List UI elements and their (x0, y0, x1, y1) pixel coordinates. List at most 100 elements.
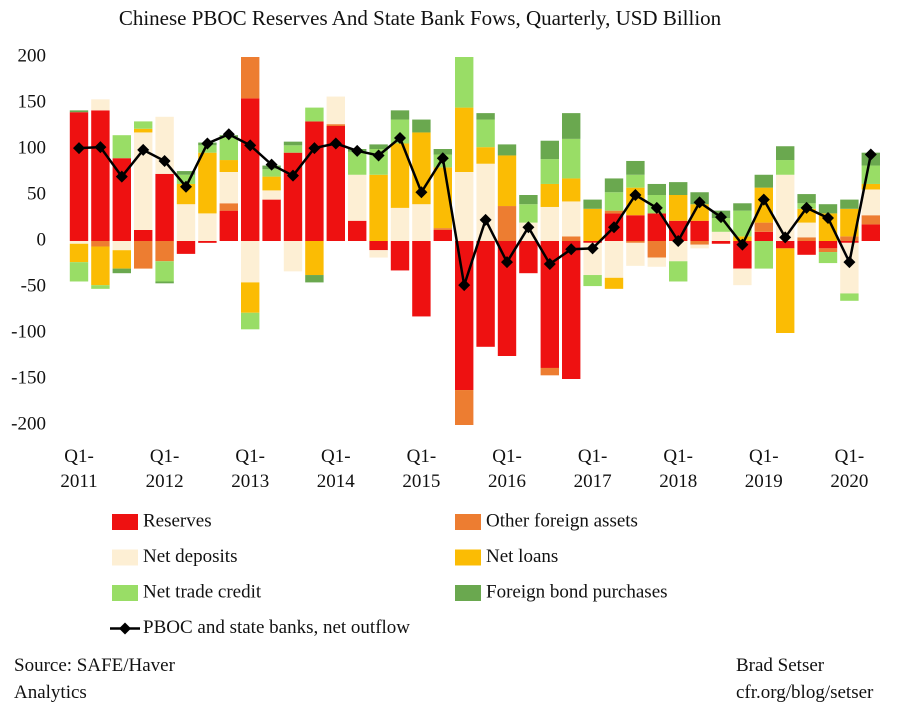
bar-segment (497, 241, 517, 356)
bar-segment (69, 110, 89, 113)
line-marker (736, 238, 749, 251)
bar-segment (540, 241, 559, 368)
bar-segment (69, 262, 89, 282)
bar-segment (583, 275, 602, 287)
legend-label: Net loans (486, 546, 558, 567)
line-marker (458, 279, 471, 292)
line-marker (137, 143, 150, 156)
bar-segment (669, 195, 688, 221)
bar-segment (583, 208, 602, 241)
bar-segment (390, 110, 410, 120)
y-tick-label: 100 (18, 137, 47, 158)
bar-segment (412, 119, 431, 133)
bar-segment (219, 203, 238, 211)
bar-segment (562, 241, 581, 379)
line-marker (800, 201, 813, 214)
bar-segment (690, 241, 709, 245)
bar-segment (840, 199, 859, 209)
bar-segment (412, 241, 431, 317)
x-tick-label: Q1-2012 (146, 446, 184, 492)
bar-segment (519, 204, 538, 223)
bar-segment (540, 140, 559, 160)
bar-segment (626, 241, 645, 243)
bar-segment (818, 252, 838, 264)
bar-segment (562, 138, 581, 179)
bar-segment (455, 241, 474, 391)
bar-segment (540, 206, 559, 241)
legend-label: Reserves (143, 510, 212, 531)
line-marker (265, 158, 278, 171)
bar-segment (69, 243, 89, 263)
bar-segment (562, 236, 581, 241)
legend-swatch (455, 514, 481, 530)
bar-segment (390, 241, 410, 271)
bar-segment (583, 199, 602, 209)
line-marker (843, 256, 856, 269)
line-marker (757, 193, 770, 206)
bar-segment (733, 241, 752, 269)
y-tick-label: -100 (11, 321, 46, 342)
bar-segment (818, 204, 838, 214)
bar-segment (134, 229, 153, 241)
bar-segment (647, 183, 666, 195)
bar-segment (776, 241, 795, 249)
bar-segment (669, 241, 688, 262)
bar-segment (476, 147, 495, 164)
bar-segment (134, 121, 153, 129)
bar-segment (776, 160, 795, 175)
bar-segment (690, 244, 709, 249)
bar-segment (219, 137, 238, 161)
bar-segment (348, 220, 367, 241)
bar-segment (797, 241, 816, 255)
bar-segment (241, 312, 260, 330)
y-tick-label: 150 (18, 91, 47, 112)
bar-segment (797, 222, 816, 238)
x-tick-label: Q1-2011 (60, 446, 97, 492)
bar-segment (219, 160, 238, 172)
bar-segment (519, 241, 538, 274)
bar-segment (198, 152, 217, 214)
bar-segment (369, 174, 388, 241)
bar-segment (455, 107, 474, 172)
bar-segment (669, 261, 688, 282)
bar-segment (604, 241, 624, 278)
y-tick-label: -150 (11, 367, 46, 388)
line-marker (394, 131, 406, 144)
legend-label: PBOC and state banks, net outflow (143, 617, 410, 638)
bar-segment (497, 144, 517, 156)
line-marker (522, 221, 535, 234)
bar-segment (861, 215, 880, 225)
line-marker (501, 256, 513, 269)
bar-segment (562, 201, 581, 237)
x-tick-label: Q1-2014 (317, 446, 356, 492)
y-tick-label: 0 (37, 229, 47, 250)
y-tick-label: 50 (27, 183, 46, 204)
line-marker (94, 141, 107, 154)
bar-segment (776, 146, 795, 161)
bar-segment (861, 189, 880, 216)
bar-segment (647, 257, 666, 267)
line-marker (672, 235, 685, 247)
bar-segment (219, 172, 238, 204)
x-tick-label: Q1-2016 (488, 446, 526, 492)
bar-segment (626, 215, 645, 241)
bar-segment (241, 241, 260, 283)
bar-segment (91, 285, 110, 289)
bar-segment (262, 199, 281, 241)
bar-segment (540, 183, 559, 207)
line-marker (565, 243, 578, 256)
source: Source: SAFE/Haver Analytics (14, 655, 175, 703)
bar-segment (305, 121, 324, 241)
bar-segment (326, 96, 345, 125)
line-marker (650, 201, 663, 214)
bar-segment (754, 231, 773, 241)
bar-segment (604, 192, 624, 211)
bar-segment (711, 231, 731, 241)
line-marker (287, 169, 299, 182)
legend-marker (119, 622, 131, 635)
bar-segment (69, 112, 89, 241)
bar-segment (390, 207, 410, 241)
bar-segment (91, 241, 110, 247)
line-marker (864, 148, 877, 161)
